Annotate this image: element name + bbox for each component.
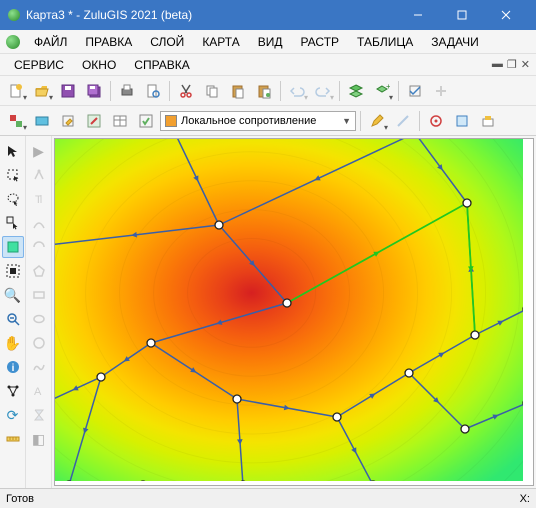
pointer-tool[interactable]: [2, 140, 24, 162]
redo-button[interactable]: ▾: [311, 79, 335, 103]
minimize-button[interactable]: [396, 0, 440, 30]
highlight-tool[interactable]: [2, 236, 24, 258]
draw-line-button[interactable]: [391, 109, 415, 133]
save-button[interactable]: [56, 79, 80, 103]
tool-a-button[interactable]: [424, 109, 448, 133]
cut-button[interactable]: [174, 79, 198, 103]
style-combo-label: Локальное сопротивление: [181, 115, 316, 127]
svg-text:+: +: [386, 83, 390, 91]
menu-layer[interactable]: СЛОЙ: [142, 33, 192, 51]
extra-button[interactable]: [429, 79, 453, 103]
mdi-minimize-icon[interactable]: ▬: [492, 58, 503, 71]
status-coords: X:: [520, 493, 530, 505]
arc-tool[interactable]: [28, 236, 50, 258]
polygon-tool[interactable]: [28, 260, 50, 282]
refresh-tool[interactable]: ⟳: [2, 404, 24, 426]
menubar-row2: СЕРВИС ОКНО СПРАВКА ▬ ❐ ✕: [0, 54, 536, 76]
select-pointer-tool[interactable]: [2, 212, 24, 234]
app-icon: [8, 9, 20, 21]
vertical-toolbar-left: 🔍 ✋ i ⟳: [0, 136, 26, 488]
mdi-restore-icon[interactable]: ❐: [507, 58, 517, 71]
titlebar: Карта3 * - ZuluGIS 2021 (beta): [0, 0, 536, 30]
svg-text:A: A: [34, 386, 42, 398]
shape-button[interactable]: [403, 79, 427, 103]
maximize-button[interactable]: [440, 0, 484, 30]
menu-edit[interactable]: ПРАВКА: [77, 33, 140, 51]
table-button[interactable]: [108, 109, 132, 133]
vertical-toolbar-edit: ▶ T A ◧: [26, 136, 52, 488]
statusbar: Готов X:: [0, 488, 536, 508]
menu-view[interactable]: ВИД: [250, 33, 291, 51]
menu-window[interactable]: ОКНО: [74, 56, 124, 74]
draw-pencil-button[interactable]: ▾: [365, 109, 389, 133]
measure-tool[interactable]: [2, 428, 24, 450]
window-title: Карта3 * - ZuluGIS 2021 (beta): [26, 8, 396, 22]
menubar-icon: [6, 35, 20, 49]
workarea: 🔍 ✋ i ⟳ ▶ T A ◧: [0, 136, 536, 488]
toolbar-secondary: ▾ Локальное сопротивление ▼ ▾: [0, 106, 536, 136]
style-combo[interactable]: Локальное сопротивление ▼: [160, 111, 356, 131]
menu-raster[interactable]: РАСТР: [292, 33, 347, 51]
rect-tool[interactable]: [28, 284, 50, 306]
ellipse-tool[interactable]: [28, 308, 50, 330]
toggle-icon[interactable]: ◧: [28, 428, 50, 450]
freehand-tool[interactable]: [28, 356, 50, 378]
menubar: ФАЙЛ ПРАВКА СЛОЙ КАРТА ВИД РАСТР ТАБЛИЦА…: [0, 30, 536, 54]
menu-table[interactable]: ТАБЛИЦА: [349, 33, 421, 51]
copy-button[interactable]: [200, 79, 224, 103]
open-button[interactable]: ▾: [30, 79, 54, 103]
style-swatch-icon: [165, 115, 177, 127]
select-lasso-tool[interactable]: [2, 188, 24, 210]
map-canvas[interactable]: [54, 138, 534, 486]
hourglass-tool[interactable]: [28, 404, 50, 426]
toolbar-main: ▾ ▾ ▾ ▾ +▾: [0, 76, 536, 106]
paste-special-button[interactable]: [252, 79, 276, 103]
edit-node-button[interactable]: [56, 109, 80, 133]
network-tool[interactable]: [2, 380, 24, 402]
menu-service[interactable]: СЕРВИС: [6, 56, 72, 74]
mdi-close-icon[interactable]: ✕: [521, 58, 530, 71]
node-tool[interactable]: ▶: [28, 140, 50, 162]
info-tool[interactable]: i: [2, 356, 24, 378]
layer-add-button[interactable]: +▾: [370, 79, 394, 103]
region-button[interactable]: [30, 109, 54, 133]
validate-button[interactable]: [134, 109, 158, 133]
select-rect-tool[interactable]: [2, 164, 24, 186]
menu-help[interactable]: СПРАВКА: [126, 56, 198, 74]
edit-brush-button[interactable]: [82, 109, 106, 133]
print-preview-button[interactable]: [141, 79, 165, 103]
circle-tool[interactable]: [28, 332, 50, 354]
print-button[interactable]: [115, 79, 139, 103]
menu-file[interactable]: ФАЙЛ: [26, 33, 75, 51]
zoom-out-tool[interactable]: [2, 308, 24, 330]
tool-c-button[interactable]: [476, 109, 500, 133]
tool-b-button[interactable]: [450, 109, 474, 133]
label-tool[interactable]: A: [28, 380, 50, 402]
pan-tool[interactable]: ✋: [2, 332, 24, 354]
close-button[interactable]: [484, 0, 528, 30]
paste-button[interactable]: [226, 79, 250, 103]
menu-tasks[interactable]: ЗАДАЧИ: [423, 33, 486, 51]
layers-button[interactable]: [344, 79, 368, 103]
group-select-button[interactable]: ▾: [4, 109, 28, 133]
undo-button[interactable]: ▾: [285, 79, 309, 103]
extent-tool[interactable]: [2, 260, 24, 282]
menu-map[interactable]: КАРТА: [194, 33, 247, 51]
dropdown-icon: ▼: [342, 116, 351, 126]
svg-text:i: i: [11, 363, 14, 374]
vertex-tool[interactable]: [28, 164, 50, 186]
text-tool[interactable]: T: [28, 188, 50, 210]
new-button[interactable]: ▾: [4, 79, 28, 103]
save-all-button[interactable]: [82, 79, 106, 103]
zoom-in-tool[interactable]: 🔍: [2, 284, 24, 306]
status-text: Готов: [6, 493, 34, 505]
curve-tool[interactable]: [28, 212, 50, 234]
